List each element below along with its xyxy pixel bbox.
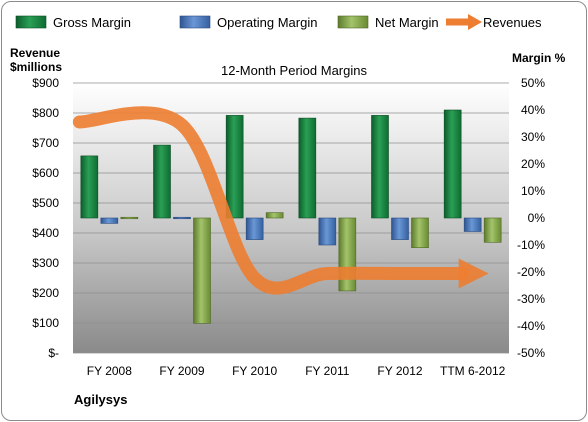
left-tick-label-8: $800: [32, 106, 59, 120]
legend-swatch-operating-margin: [179, 15, 211, 29]
net-margin-bar-1: [193, 217, 211, 324]
net-margin-bar-5: [483, 217, 502, 243]
right-tick-label-4: -10%: [517, 238, 545, 252]
plot-area: [73, 83, 509, 353]
left-tick-label-7: $700: [32, 136, 59, 150]
gross-margin-bar-0: [80, 155, 99, 219]
right-tick-label-3: -20%: [517, 265, 545, 279]
bar-marks: [80, 109, 502, 324]
left-tick-label-6: $600: [32, 166, 59, 180]
operating-margin-bar-5: [463, 217, 482, 232]
legend-swatch-arrow-revenues: [468, 14, 482, 30]
right-tick-label-9: 40%: [521, 103, 545, 117]
left-tick-label-4: $400: [32, 226, 59, 240]
operating-margin-bar-4: [391, 217, 409, 240]
left-tick-label-3: $300: [32, 256, 59, 270]
net-margin-bar-2: [265, 212, 284, 219]
company-name: Agilysys: [74, 392, 127, 407]
x-tick-label-5: TTM 6-2012: [440, 364, 506, 378]
x-tick-label-4: FY 2012: [377, 364, 422, 378]
right-axis-tick-labels: -50% -40% -30% -20% -10% 0% 10% 20% 30% 40% 50%: [517, 76, 545, 360]
x-tick-label-0: FY 2008: [87, 364, 132, 378]
net-margin-bar-0: [120, 216, 139, 220]
gross-margin-bar-1: [153, 144, 171, 219]
left-tick-label-0: $-: [48, 346, 59, 360]
x-tick-label-1: FY 2009: [159, 364, 204, 378]
x-axis-tick-labels: FY 2008 FY 2009 FY 2010 FY 2011 FY 2012 TTM 6…: [87, 364, 506, 378]
revenue-line: [72, 106, 489, 295]
x-tick-label-3: FY 2011: [305, 364, 350, 378]
gross-margin-bar-4: [371, 115, 389, 219]
right-tick-label-5: 0%: [528, 211, 546, 225]
revenue-arrow-head: [458, 258, 489, 289]
x-tick-label-2: FY 2010: [232, 364, 277, 378]
legend-label-revenues: Revenues: [483, 15, 542, 30]
left-axis-tick-labels: $- $100 $200 $300 $400 $500 $600 $700 $800 $900: [32, 76, 59, 360]
gross-margin-bar-3: [298, 117, 317, 219]
left-tick-label-2: $200: [32, 286, 59, 300]
left-axis-label-line2: $millions: [10, 60, 62, 74]
net-margin-bar-4: [411, 217, 429, 249]
legend-swatch-net-margin: [337, 15, 369, 29]
gross-margin-bar-5: [443, 109, 462, 219]
right-tick-label-10: 50%: [521, 76, 545, 90]
legend-label-net-margin: Net Margin: [375, 15, 439, 30]
left-axis-label-line1: Revenue: [10, 46, 60, 60]
gridlines: [73, 82, 509, 354]
chart-title: 12-Month Period Margins: [221, 63, 367, 78]
right-tick-label-0: -50%: [517, 346, 545, 360]
operating-margin-bar-1: [173, 216, 191, 220]
revenue-line-path: [72, 106, 470, 295]
legend-label-gross-margin: Gross Margin: [53, 15, 131, 30]
right-tick-label-1: -40%: [517, 319, 545, 333]
right-tick-label-2: -30%: [517, 292, 545, 306]
legend: Gross Margin Operating Margin Net Margin Re…: [15, 14, 542, 30]
right-tick-label-8: 30%: [521, 130, 545, 144]
left-tick-label-9: $900: [32, 76, 59, 90]
operating-margin-bar-3: [318, 217, 337, 246]
right-tick-label-6: 10%: [521, 184, 545, 198]
operating-margin-bar-0: [100, 217, 119, 224]
legend-swatch-gross-margin: [15, 15, 47, 29]
left-tick-label-5: $500: [32, 196, 59, 210]
net-margin-bar-3: [338, 217, 357, 292]
right-axis-label: Margin %: [512, 51, 566, 65]
operating-margin-bar-2: [245, 217, 264, 240]
left-tick-label-1: $100: [32, 316, 59, 330]
legend-label-operating-margin: Operating Margin: [217, 15, 317, 30]
gross-margin-bar-2: [225, 115, 244, 219]
right-tick-label-7: 20%: [521, 157, 545, 171]
